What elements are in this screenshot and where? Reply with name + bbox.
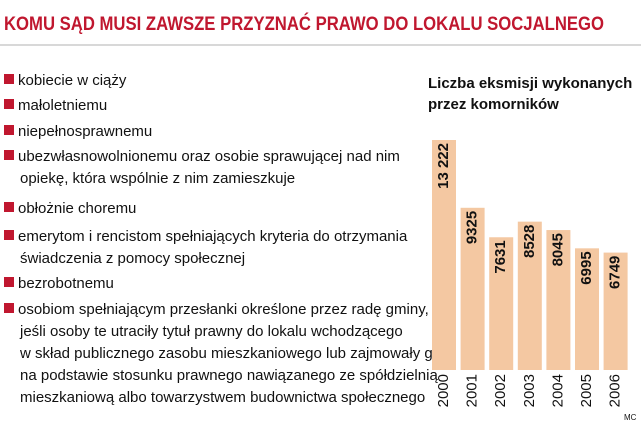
bullet — [4, 74, 14, 84]
list-item: opiekę, która wspólnie z nim zamieszkuje — [20, 170, 295, 187]
x-tick-label: 2001 — [464, 374, 481, 407]
x-tick-label: 2002 — [492, 374, 509, 407]
x-tick-label: 2005 — [578, 374, 595, 407]
list-item: na podstawie stosunku prawnego nawiązane… — [20, 367, 438, 384]
list-item: niepełnosprawnemu — [18, 123, 152, 140]
value-label: 7631 — [492, 240, 509, 273]
bar — [546, 230, 571, 370]
x-tick-label: 2003 — [521, 374, 538, 407]
chart-title: przez komorników — [428, 96, 559, 113]
x-tick-label: 2000 — [435, 374, 452, 407]
list-item: mieszkaniową albo towarzystwem budownict… — [20, 389, 425, 406]
list-item: osobiom spełniającym przesłanki określon… — [18, 301, 429, 318]
bullet — [4, 230, 14, 240]
value-label: 6749 — [607, 256, 624, 289]
bullet — [4, 202, 14, 212]
value-label: 6995 — [578, 251, 595, 284]
list-item: obłożnie choremu — [18, 200, 136, 217]
value-label: 8528 — [521, 225, 538, 258]
chart-title: Liczba eksmisji wykonanych — [428, 75, 632, 92]
bullet — [4, 125, 14, 135]
bullet — [4, 150, 14, 160]
list-item: bezrobotnemu — [18, 275, 114, 292]
x-tick-label: 2004 — [549, 374, 566, 407]
value-label: 13 222 — [435, 143, 452, 189]
bullet — [4, 277, 14, 287]
list-item: emerytom i rencistom spełniających kryte… — [18, 228, 408, 245]
value-label: 8045 — [549, 233, 566, 266]
bullet — [4, 99, 14, 109]
bar — [489, 237, 514, 370]
list-item: jeśli osoby te utraciły tytuł prawny do … — [19, 323, 403, 340]
title: KOMU SĄD MUSI ZAWSZE PRZYZNAĆ PRAWO DO L… — [4, 13, 604, 35]
bar — [603, 252, 628, 370]
bar — [460, 207, 485, 370]
list-item: w skład publicznego zasobu mieszkanioweg… — [19, 345, 441, 362]
bar — [517, 221, 542, 370]
bar — [432, 140, 456, 370]
x-tick-label: 2006 — [607, 374, 624, 407]
bullet — [4, 303, 14, 313]
bar — [575, 248, 599, 370]
credit: MC — [624, 413, 637, 422]
list-item: świadczenia z pomocy społecznej — [20, 250, 245, 267]
list-item: kobiecie w ciąży — [18, 72, 127, 89]
value-label: 9325 — [464, 211, 481, 244]
list-item: ubezwłasnowolnionemu oraz osobie sprawuj… — [18, 148, 400, 165]
list-item: małoletniemu — [18, 97, 107, 114]
